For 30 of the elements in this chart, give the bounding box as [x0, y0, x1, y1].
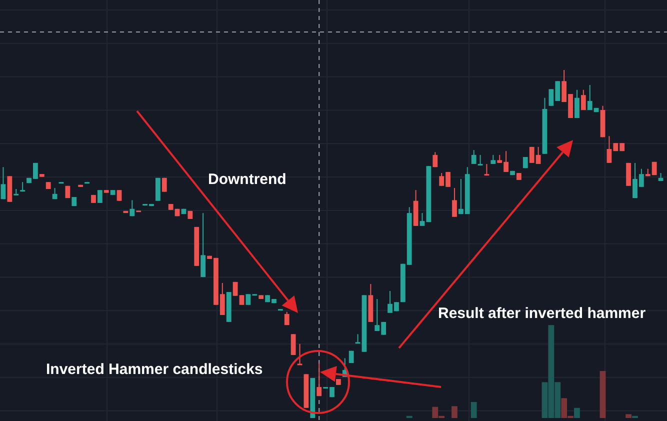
bar [574, 408, 580, 418]
candlestick [116, 190, 122, 202]
bar [626, 414, 632, 418]
candlestick [316, 362, 322, 397]
candlestick [580, 89, 586, 111]
candlestick [471, 150, 476, 164]
candlestick [478, 154, 483, 166]
candlestick [355, 334, 360, 344]
candlestick [290, 334, 296, 356]
annotation: Inverted Hammer candlesticks [46, 361, 263, 378]
candlestick [20, 182, 26, 192]
candlestick [452, 187, 457, 218]
candlestick [155, 177, 160, 202]
candlestick [297, 343, 302, 366]
bar [470, 402, 477, 418]
candlestick [284, 311, 290, 326]
candlestick [162, 177, 167, 192]
annotation: Result after inverted hammer [438, 305, 646, 322]
candlestick [200, 212, 206, 278]
candlestick [0, 166, 6, 200]
annotation: Downtrend [208, 171, 286, 188]
candlestick [432, 152, 438, 168]
candlestick [484, 163, 490, 176]
candlestick [490, 154, 496, 164]
candlestick [626, 162, 631, 186]
candlestick [574, 89, 580, 119]
candlestick [97, 190, 102, 204]
bar [600, 371, 606, 418]
candlestick [130, 200, 135, 217]
bar [452, 406, 458, 418]
